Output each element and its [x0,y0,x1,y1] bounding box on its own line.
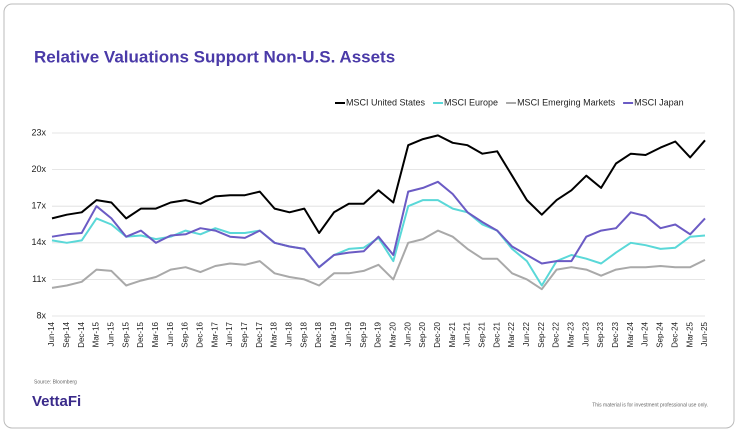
frame [3,3,735,429]
x-tick-label: Dec-17 [255,321,264,347]
x-tick-label: Sep-16 [181,321,190,347]
legend-label: MSCI Japan [634,97,684,107]
x-tick-label: Sep-19 [359,321,368,347]
legend-label: MSCI United States [346,97,426,107]
x-tick-label: Jun-16 [166,321,175,346]
x-tick-label: Mar-19 [329,321,338,347]
x-tick-label: Mar-17 [210,321,219,347]
x-tick-label: Sep-17 [240,321,249,347]
x-tick-label: Mar-20 [388,321,397,347]
x-tick-label: Mar-21 [448,321,457,347]
x-tick-label: Dec-15 [136,321,145,347]
y-tick-label: 23x [31,127,46,137]
x-tick-label: Mar-22 [507,321,516,347]
x-tick-label: Jun-21 [463,321,472,346]
y-tick-label: 20x [31,164,46,174]
series-line [51,134,706,234]
x-tick-label: Jun-19 [344,321,353,346]
x-tick-label: Mar-24 [626,321,635,347]
x-tick-label: Jun-22 [522,321,531,346]
brand: VettaFi [32,393,81,410]
x-tick-label: Jun-17 [225,321,234,346]
x-tick-label: Mar-23 [567,321,576,347]
legend-label: MSCI Europe [444,97,498,107]
y-tick-label: 14x [31,237,46,247]
x-tick-label: Dec-14 [77,321,86,347]
x-tick-label: Dec-20 [433,321,442,347]
x-tick-label: Jun-25 [700,321,709,346]
series-line [51,180,706,269]
x-tick-label: Mar-18 [270,321,279,347]
x-tick-label: Jun-18 [285,321,294,346]
x-tick-label: Dec-19 [374,321,383,347]
x-tick-label: Sep-18 [299,321,308,347]
x-tick-label: Sep-21 [477,321,486,347]
x-tick-label: Mar-16 [151,321,160,347]
y-tick-label: 8x [36,310,46,320]
x-tick-label: Sep-22 [537,321,546,347]
legend-label: MSCI Emerging Markets [517,97,616,107]
x-tick-label: Dec-16 [196,321,205,347]
disclaimer: This material is for investment professi… [592,402,708,408]
y-tick-label: 17x [31,201,46,211]
x-tick-label: Sep-15 [121,321,130,347]
x-tick-label: Sep-14 [62,321,71,347]
x-tick-label: Dec-22 [552,321,561,347]
series-line [51,229,706,291]
source: Source: Bloomberg [34,379,77,385]
chart-title: Relative Valuations Support Non-U.S. Ass… [34,47,395,66]
x-tick-label: Sep-20 [418,321,427,347]
y-tick-label: 11x [32,274,46,284]
x-tick-label: Jun-20 [403,321,412,346]
x-tick-label: Dec-24 [670,321,679,347]
x-tick-label: Mar-25 [685,321,694,347]
x-tick-label: Dec-18 [314,321,323,347]
x-tick-label: Dec-21 [492,321,501,347]
x-tick-label: Mar-15 [92,321,101,347]
x-tick-label: Jun-24 [641,321,650,346]
x-tick-label: Dec-23 [611,321,620,347]
x-tick-label: Jun-14 [47,321,56,346]
x-tick-label: Sep-23 [596,321,605,347]
x-tick-label: Sep-24 [656,321,665,347]
x-tick-label: Jun-15 [106,321,115,346]
x-tick-label: Jun-23 [581,321,590,346]
